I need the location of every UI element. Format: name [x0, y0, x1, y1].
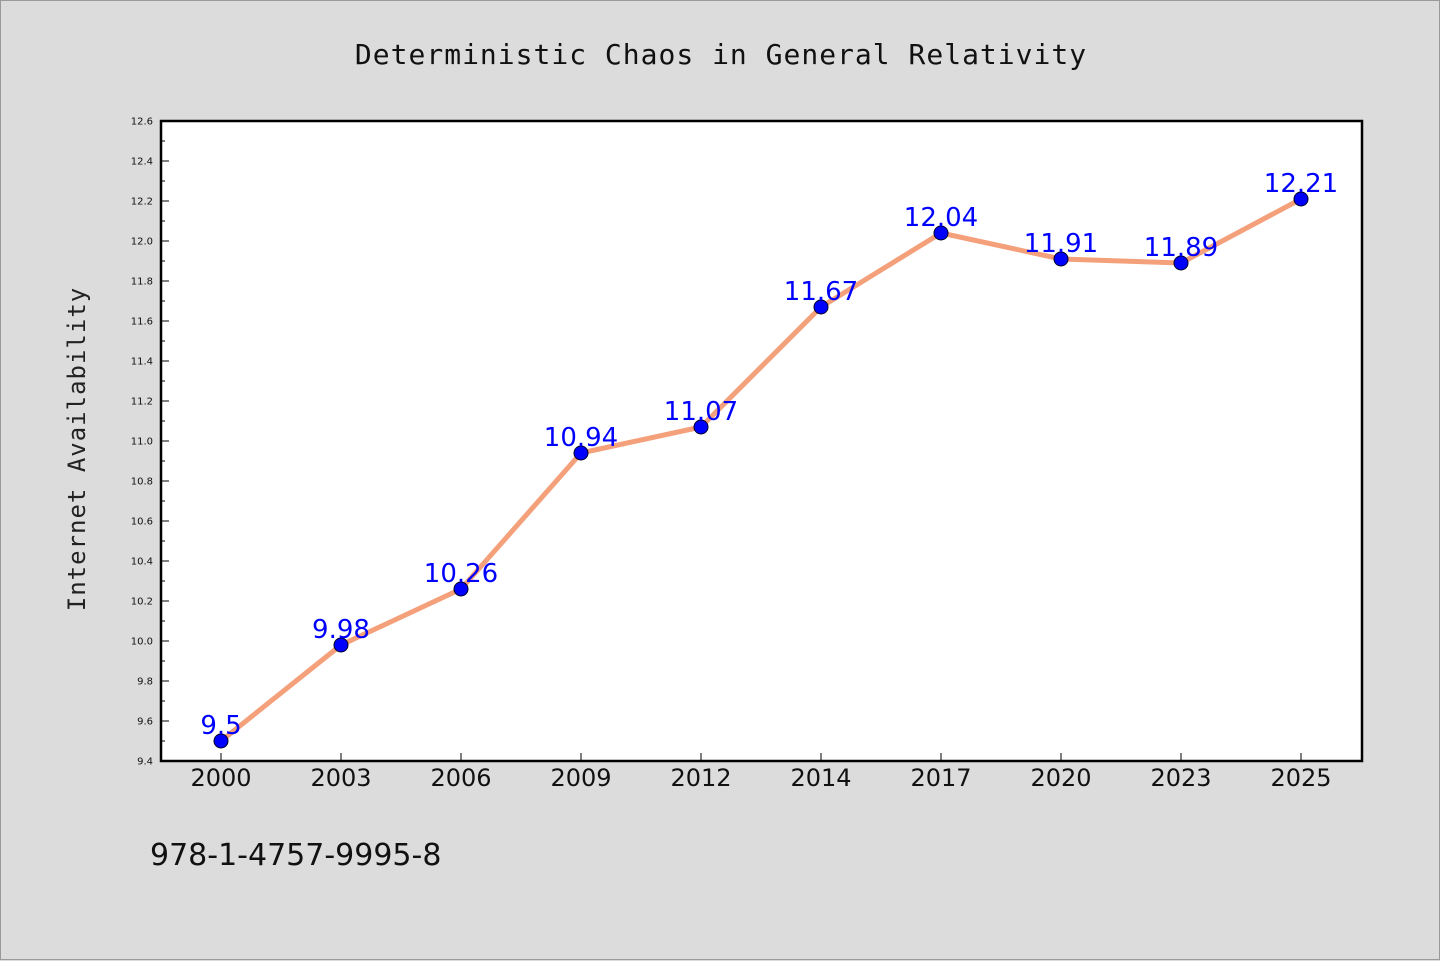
y-axis-label: Internet Availability	[63, 287, 91, 611]
data-label: 11.07	[664, 397, 738, 427]
data-label: 12.21	[1264, 169, 1338, 199]
x-tick-label: 2009	[550, 764, 611, 792]
data-label: 11.91	[1024, 229, 1098, 259]
data-label: 11.67	[784, 277, 858, 307]
y-tick-label: 12.4	[131, 157, 153, 168]
data-point	[213, 733, 229, 749]
y-tick-label: 9.6	[137, 717, 153, 728]
data-point	[573, 445, 589, 461]
x-tick-label: 2017	[910, 764, 971, 792]
y-tick-label: 10.0	[131, 637, 153, 648]
data-point	[1293, 191, 1309, 207]
series-line	[218, 196, 1304, 744]
x-tick-label: 2000	[190, 764, 251, 792]
y-tick-label: 11.4	[131, 357, 153, 368]
data-point	[453, 581, 469, 597]
data-labels: 9.5 9.98 10.26 10.94 11.07 11.67 12.04 11.91 11.…	[200, 169, 1338, 741]
y-tick-label: 11.2	[131, 397, 153, 408]
x-tick-label: 2012	[670, 764, 731, 792]
y-tick-label: 12.0	[131, 237, 153, 248]
data-label: 9.5	[200, 711, 241, 741]
data-label: 12.04	[904, 203, 978, 233]
y-tick-label: 9.4	[137, 757, 153, 768]
series-markers	[213, 191, 1309, 749]
x-tick-label: 2003	[310, 764, 371, 792]
data-point	[333, 637, 349, 653]
y-tick-label: 10.2	[131, 597, 153, 608]
data-label: 10.26	[424, 559, 498, 589]
y-tick-label: 12.6	[131, 117, 153, 128]
data-label: 10.94	[544, 423, 618, 453]
y-tick-label: 10.4	[131, 557, 153, 568]
y-tick-label: 10.6	[131, 517, 153, 528]
data-point	[693, 419, 709, 435]
y-tick-label: 11.8	[131, 277, 153, 288]
chart-title: Deterministic Chaos in General Relativit…	[355, 38, 1087, 71]
data-point	[813, 299, 829, 315]
data-label: 11.89	[1144, 233, 1218, 263]
x-tick-label: 2014	[790, 764, 851, 792]
x-tick-label: 2020	[1030, 764, 1091, 792]
data-point	[933, 225, 949, 241]
y-tick-label: 11.0	[131, 437, 153, 448]
data-point	[1173, 255, 1189, 271]
x-tick-label: 2023	[1150, 764, 1211, 792]
x-axis: 2000 2003 2006 2009 2012 2014 2017 2020 2023 2025	[190, 753, 1332, 792]
y-tick-label: 9.8	[137, 677, 153, 688]
y-tick-label: 10.8	[131, 477, 153, 488]
data-point	[1053, 251, 1069, 267]
isbn-text: 978-1-4757-9995-8	[150, 838, 441, 873]
data-label: 9.98	[312, 615, 370, 645]
y-axis: 9.4 9.6 9.8 10.0 10.2 10.4 10.6 10.8 11.0 11.2 11.…	[131, 117, 169, 768]
y-tick-label: 12.2	[131, 197, 153, 208]
series-line-path	[218, 196, 1304, 744]
plot-area	[159, 119, 1364, 763]
y-tick-label: 11.6	[131, 317, 153, 328]
x-tick-label: 2006	[430, 764, 491, 792]
x-tick-label: 2025	[1270, 764, 1331, 792]
